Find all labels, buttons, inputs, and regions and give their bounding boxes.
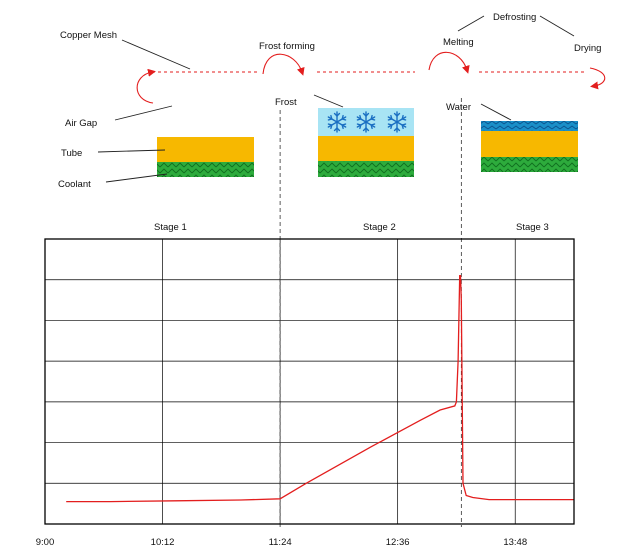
stage-1-label: Stage 1 — [154, 222, 187, 233]
defrosting-leader-right — [539, 15, 575, 37]
x-tick-label: 9:00 — [36, 537, 55, 548]
x-tick-label: 10:12 — [151, 537, 175, 548]
x-tick-label: 13:48 — [503, 537, 527, 548]
snowflake-icon — [387, 111, 407, 133]
x-tick-label: 11:24 — [269, 537, 292, 548]
defrosting-label: Defrosting — [493, 12, 536, 23]
copper-mesh-leader — [121, 39, 191, 70]
temperature-series-line — [66, 274, 574, 503]
tube-block-stage1 — [157, 137, 254, 162]
tube-leader — [97, 149, 166, 153]
copper-mesh-label: Copper Mesh — [60, 30, 117, 41]
frost-forming-curved-arrow — [262, 53, 305, 76]
drying-label: Drying — [574, 43, 601, 54]
frost-label: Frost — [275, 97, 297, 108]
chart-plot-frame — [44, 238, 575, 525]
defrosting-leader-left — [457, 15, 485, 32]
water-leader — [480, 103, 512, 121]
frost-leader — [313, 94, 344, 108]
snowflake-icon — [356, 111, 376, 133]
x-tick-label: 12:36 — [386, 537, 410, 548]
chart-x-tick-labels: 9:00 10:12 11:24 12:36 13:48 — [36, 537, 527, 548]
air-gap-leader — [114, 105, 173, 121]
tube-block-stage3 — [481, 131, 578, 157]
snowflake-icons — [327, 111, 407, 133]
stage-2-label: Stage 2 — [363, 222, 396, 233]
coolant-block-stage3 — [481, 157, 578, 172]
tube-label: Tube — [61, 148, 82, 159]
air-gap-label: Air Gap — [65, 118, 97, 129]
water-block-stage3 — [481, 121, 578, 131]
stage-boundary-lines — [279, 98, 462, 527]
melting-curved-arrow — [428, 51, 470, 74]
coolant-leader — [105, 173, 168, 183]
melting-label: Melting — [443, 37, 474, 48]
stage-3-label: Stage 3 — [516, 222, 549, 233]
snowflake-icon — [327, 111, 347, 133]
coolant-label: Coolant — [58, 179, 91, 190]
air-gap-curved-arrow — [136, 68, 156, 104]
coolant-block-stage1 — [157, 162, 254, 177]
drying-curved-arrow — [589, 67, 606, 90]
coolant-block-stage2 — [318, 161, 414, 177]
water-label: Water — [446, 102, 471, 113]
tube-block-stage2 — [318, 136, 414, 161]
frost-forming-label: Frost forming — [259, 41, 315, 52]
